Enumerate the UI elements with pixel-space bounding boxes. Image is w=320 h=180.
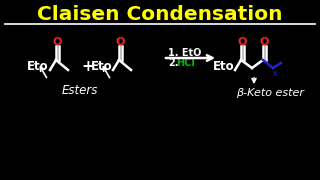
Text: O: O xyxy=(237,37,247,47)
Text: Esters: Esters xyxy=(62,84,98,96)
Text: +: + xyxy=(82,58,94,73)
Text: 1. EtO: 1. EtO xyxy=(168,48,201,58)
Text: ⁻: ⁻ xyxy=(196,46,200,55)
Text: 2.: 2. xyxy=(168,58,179,68)
Text: Eto: Eto xyxy=(212,60,234,73)
Text: Eto: Eto xyxy=(90,60,112,73)
Text: Eto: Eto xyxy=(28,60,49,73)
Text: O: O xyxy=(259,37,269,47)
Text: O: O xyxy=(52,37,62,47)
Text: O: O xyxy=(115,37,125,47)
Text: x: x xyxy=(273,69,277,78)
Text: Claisen Condensation: Claisen Condensation xyxy=(37,4,283,24)
Text: β-Keto ester: β-Keto ester xyxy=(236,88,304,98)
Text: HCl: HCl xyxy=(176,58,195,68)
